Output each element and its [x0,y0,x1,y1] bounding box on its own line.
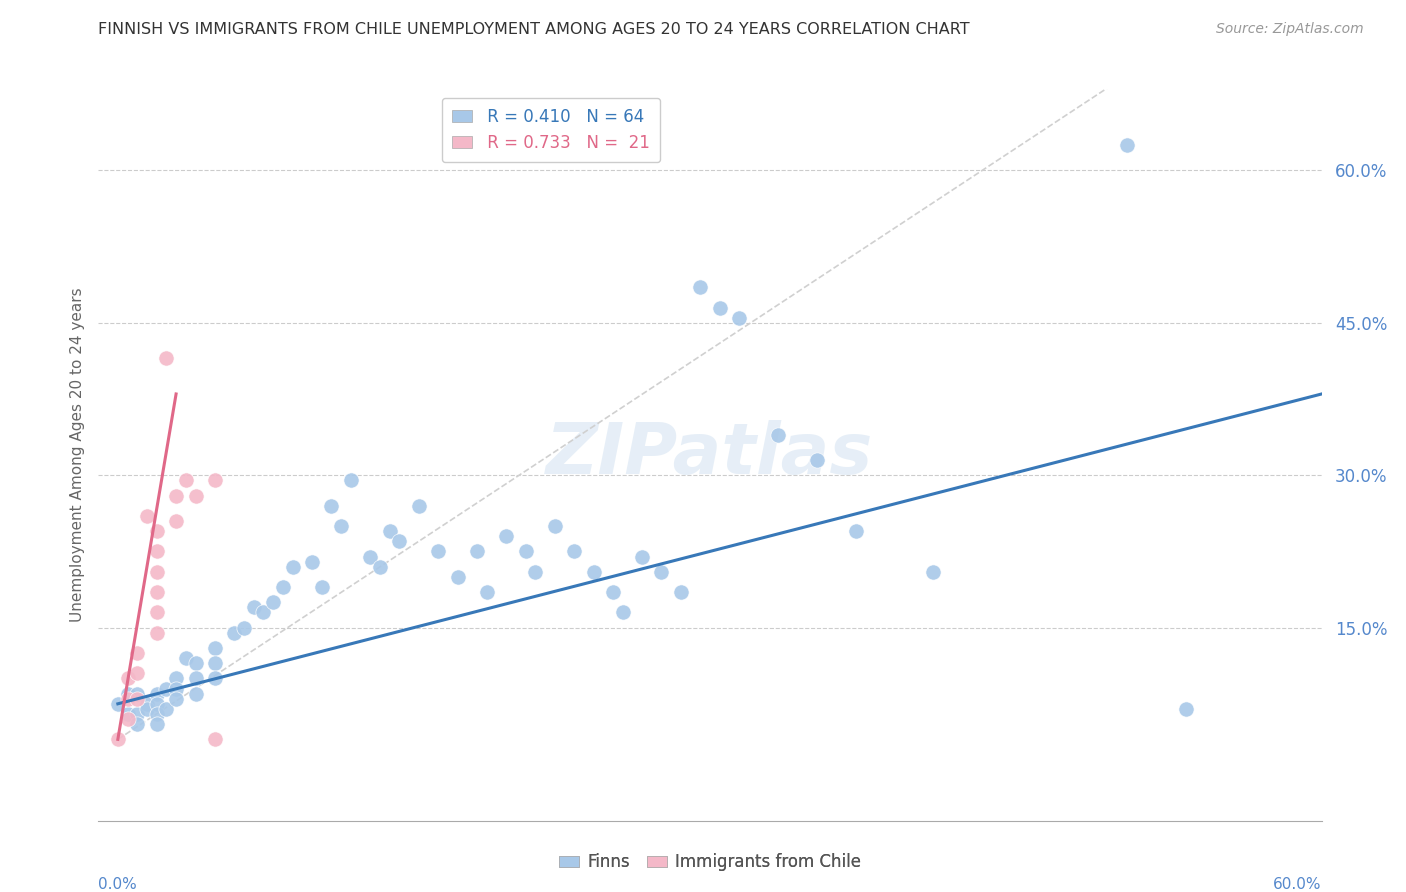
Point [465,544,488,558]
Text: Source: ZipAtlas.com: Source: ZipAtlas.com [1216,22,1364,37]
Point [174,651,197,665]
Point [145,717,167,731]
Point [321,499,343,513]
Point [117,706,139,721]
Point [117,712,139,726]
Point [204,656,226,670]
Point [204,732,226,747]
Point [145,606,167,620]
Point [378,524,401,538]
Point [475,585,498,599]
Point [495,529,517,543]
Point [233,621,256,635]
Point [845,524,868,538]
Point [127,687,149,701]
Point [107,732,129,747]
Point [922,565,945,579]
Point [184,687,207,701]
Text: 60.0%: 60.0% [1274,877,1322,891]
Point [204,473,226,487]
Point [145,625,167,640]
Point [544,519,567,533]
Point [184,672,207,686]
Point [155,681,177,696]
Text: FINNISH VS IMMIGRANTS FROM CHILE UNEMPLOYMENT AMONG AGES 20 TO 24 YEARS CORRELAT: FINNISH VS IMMIGRANTS FROM CHILE UNEMPLO… [98,22,970,37]
Point [1116,138,1139,153]
Point [145,524,167,538]
Point [602,585,624,599]
Point [368,559,391,574]
Point [165,514,187,528]
Point [311,580,333,594]
Point [301,555,323,569]
Point [117,672,139,686]
Point [184,656,207,670]
Point [689,280,711,294]
Point [242,600,264,615]
Text: ZIPatlas: ZIPatlas [547,420,873,490]
Point [515,544,537,558]
Point [806,453,828,467]
Point [524,565,547,579]
Point [165,489,187,503]
Point [204,640,226,655]
Point [174,473,197,487]
Point [127,717,149,731]
Point [262,595,284,609]
Point [669,585,692,599]
Point [252,606,274,620]
Point [184,489,207,503]
Point [408,499,430,513]
Point [204,672,226,686]
Text: 0.0%: 0.0% [98,877,138,891]
Point [388,534,411,549]
Point [340,473,363,487]
Point [145,697,167,711]
Point [155,351,177,366]
Point [155,702,177,716]
Point [145,706,167,721]
Point [728,310,751,325]
Point [165,672,187,686]
Point [650,565,672,579]
Point [127,706,149,721]
Point [1174,702,1197,716]
Point [145,565,167,579]
Point [582,565,605,579]
Point [127,691,149,706]
Point [145,585,167,599]
Point [165,691,187,706]
Point [330,519,353,533]
Point [136,697,159,711]
Point [107,697,129,711]
Legend: Finns, Immigrants from Chile: Finns, Immigrants from Chile [553,847,868,878]
Point [136,702,159,716]
Point [271,580,294,594]
Point [446,570,468,584]
Point [165,681,187,696]
Y-axis label: Unemployment Among Ages 20 to 24 years: Unemployment Among Ages 20 to 24 years [69,287,84,623]
Point [766,427,789,442]
Point [709,301,731,315]
Point [281,559,304,574]
Point [127,646,149,660]
Point [612,606,634,620]
Point [631,549,654,564]
Point [145,687,167,701]
Point [117,687,139,701]
Point [127,666,149,681]
Point [117,691,139,706]
Point [136,508,159,523]
Point [359,549,381,564]
Point [427,544,450,558]
Point [145,544,167,558]
Point [224,625,246,640]
Point [562,544,585,558]
